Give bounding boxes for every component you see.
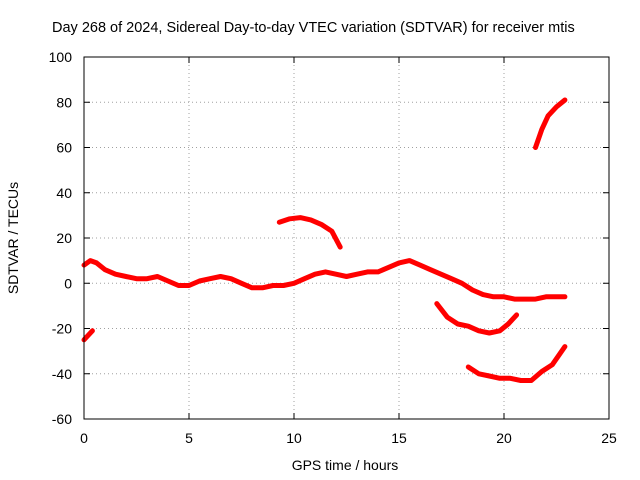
- x-tick-label: 0: [80, 430, 88, 446]
- x-tick-label: 5: [185, 430, 193, 446]
- y-tick-label: -60: [52, 411, 72, 427]
- y-tick-label: -20: [52, 321, 72, 337]
- y-tick-label: 40: [56, 185, 72, 201]
- y-tick-label: -40: [52, 366, 72, 382]
- series-line-bottom-arc: [465, 344, 568, 383]
- series-line-main-track: [81, 258, 568, 302]
- y-tick-label: 20: [56, 230, 72, 246]
- y-tick-label: 0: [64, 275, 72, 291]
- x-tick-label: 25: [601, 430, 617, 446]
- grid-lines: [84, 57, 609, 419]
- plot-frame: [83, 56, 610, 420]
- y-tick-label: 100: [49, 49, 73, 65]
- series-line-early-spike: [81, 328, 95, 343]
- x-tick-label: 20: [496, 430, 512, 446]
- y-tick-label: 80: [56, 94, 72, 110]
- y-tick-label: 60: [56, 140, 72, 156]
- x-tick-label: 10: [286, 430, 302, 446]
- x-axis-label: GPS time / hours: [292, 457, 399, 473]
- series-line-upper-rise: [533, 97, 568, 150]
- series-line-lower-arc: [434, 301, 520, 336]
- y-axis-label: SDTVAR / TECUs: [5, 182, 21, 294]
- chart-title: Day 268 of 2024, Sidereal Day-to-day VTE…: [52, 20, 575, 36]
- data-series: [81, 97, 568, 383]
- x-tick-label: 15: [391, 430, 407, 446]
- series-line-morning-hump: [276, 215, 343, 250]
